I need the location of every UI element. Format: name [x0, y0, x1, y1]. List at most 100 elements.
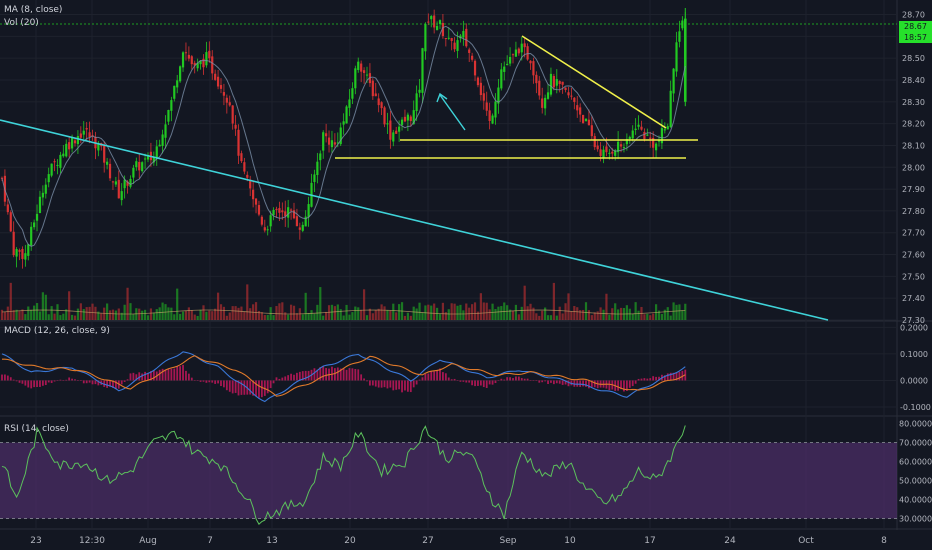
candle-body	[252, 189, 255, 200]
candle-body	[360, 63, 363, 72]
macd-histogram-bar	[477, 380, 479, 386]
volume-bar	[149, 308, 153, 320]
candle-body	[260, 216, 263, 225]
candle-body	[406, 114, 409, 121]
price-tick-label: 27.80	[902, 207, 925, 216]
macd-histogram-bar	[187, 373, 190, 381]
macd-histogram-bar	[555, 380, 558, 384]
volume-bar	[325, 311, 328, 320]
volume-bar	[301, 314, 304, 320]
volume-bar	[491, 303, 494, 320]
macd-histogram-bar	[681, 370, 684, 381]
macd-histogram-bar	[436, 369, 438, 381]
candle-body	[313, 174, 316, 182]
ma-indicator-label[interactable]: MA (8, close)	[4, 5, 63, 15]
volume-bar	[371, 313, 374, 320]
rsi-indicator-label[interactable]: RSI (14, close)	[4, 424, 69, 434]
volume-bar	[170, 307, 173, 320]
candle-body	[351, 88, 354, 99]
macd-histogram-bar	[266, 380, 269, 394]
macd-histogram-bar	[164, 369, 167, 381]
volume-bar	[106, 303, 109, 320]
candle-body	[272, 209, 275, 215]
candle-body	[628, 136, 631, 140]
countdown-timer-tag: 18:57	[899, 32, 932, 43]
volume-bar	[289, 304, 293, 320]
rsi-overbought-oversold-band	[0, 442, 897, 519]
volume-bar	[181, 311, 185, 320]
volume-bar	[552, 282, 555, 320]
candle-body	[152, 156, 155, 163]
macd-histogram-bar	[240, 380, 243, 395]
volume-bar	[196, 315, 199, 320]
macd-histogram-bar	[398, 380, 401, 390]
candle-body	[9, 212, 12, 232]
volume-bar	[59, 315, 62, 320]
macd-histogram-bar	[342, 367, 345, 381]
macd-histogram-bar	[293, 374, 295, 381]
macd-histogram-bar	[523, 378, 526, 381]
volume-bar	[237, 307, 240, 320]
macd-histogram-bar	[404, 380, 406, 391]
volume-bar	[12, 310, 15, 320]
candle-body	[295, 216, 299, 227]
candle-body	[225, 97, 228, 103]
candle-body	[50, 163, 53, 176]
candle-body	[576, 105, 579, 111]
volume-bar	[398, 304, 401, 320]
macd-tick-label: 0.2000	[900, 323, 928, 332]
volume-bar	[643, 314, 646, 320]
volume-bar	[529, 303, 532, 320]
volume-bar	[152, 312, 155, 320]
candle-body	[430, 16, 433, 20]
volume-bar	[184, 310, 188, 320]
macd-histogram-bar	[433, 371, 436, 381]
macd-histogram-bar	[453, 378, 456, 381]
macd-histogram-bar	[170, 368, 173, 381]
macd-histogram-bar	[678, 371, 681, 381]
candlestick-series[interactable]	[0, 8, 687, 269]
volume-bar	[47, 314, 50, 320]
macd-histogram-bar	[307, 370, 310, 381]
candle-body	[70, 137, 74, 149]
volume-bar	[511, 311, 515, 320]
macd-histogram-bar	[298, 371, 301, 381]
macd-histogram-bar	[281, 377, 284, 381]
macd-histogram-bar	[106, 380, 109, 388]
volume-bar	[307, 312, 310, 320]
candle-body	[82, 130, 85, 135]
candle-body	[471, 55, 474, 60]
candle-body	[6, 204, 9, 213]
candle-body	[611, 151, 614, 154]
candle-body	[24, 253, 27, 260]
macd-indicator-label[interactable]: MACD (12, 26, close, 9)	[4, 326, 110, 336]
candle-body	[491, 115, 494, 124]
macd-histogram-bar	[538, 380, 541, 383]
macd-histogram-bar	[567, 380, 570, 387]
volume-bar	[129, 303, 132, 320]
candle-body	[228, 102, 231, 106]
candle-body	[30, 226, 33, 246]
trend-drawings[interactable]	[0, 23, 897, 321]
macd-histogram-bar	[544, 380, 547, 382]
candle-body	[164, 124, 167, 138]
macd-histogram-bar	[520, 378, 523, 381]
volume-bar	[94, 306, 97, 320]
volume-bar	[18, 311, 21, 320]
macd-histogram-bar	[319, 367, 322, 381]
macd-histogram-bar	[652, 376, 655, 381]
candle-body	[284, 211, 287, 217]
macd-histogram-bar	[532, 380, 535, 381]
macd-histogram-bar	[190, 377, 193, 381]
vol-indicator-label[interactable]: Vol (20)	[4, 18, 39, 28]
volume-bar	[0, 309, 4, 320]
volume-bar	[561, 313, 564, 320]
candle-body	[584, 118, 588, 122]
volume-bar	[111, 309, 115, 320]
volume-bar	[143, 309, 147, 320]
volume-bar	[462, 310, 465, 320]
price-tick-label: 27.50	[902, 272, 925, 281]
candle-body	[15, 249, 18, 257]
macd-histogram-bar	[488, 380, 491, 385]
